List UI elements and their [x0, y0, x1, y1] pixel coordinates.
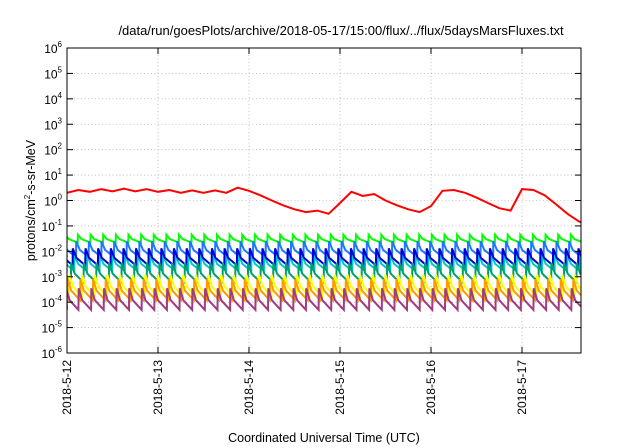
- series-line: [67, 278, 581, 303]
- series-line: [67, 288, 581, 313]
- y-tick-label: 10-1: [42, 218, 63, 234]
- x-axis-label: Coordinated Universal Time (UTC): [228, 431, 420, 445]
- y-tick-label: 101: [44, 167, 62, 183]
- y-tick-labels: 10-610-510-410-310-210-11001011021031041…: [42, 40, 63, 361]
- series-line: [67, 240, 581, 260]
- y-tick-label-exp: -3: [55, 269, 63, 278]
- y-tick-label-base: 10: [42, 322, 56, 336]
- y-axis-label-exp: 2: [23, 194, 32, 199]
- y-tick-label: 10-5: [42, 320, 63, 336]
- series-line: [67, 254, 581, 273]
- x-tick-labels: 2018-5-12 2018-5-13 2018-5-14 2018-5-15 2018…: [60, 360, 529, 415]
- y-tick-label: 104: [44, 91, 62, 107]
- y-tick-label: 10-3: [42, 269, 63, 285]
- series-line: [67, 186, 581, 224]
- y-tick-label-base: 10: [42, 271, 56, 285]
- y-tick-label-exp: 4: [58, 91, 63, 100]
- y-tick-label: 105: [44, 65, 62, 81]
- series-line: [67, 248, 581, 268]
- y-tick-label-base: 10: [42, 347, 56, 361]
- y-tick-label-base: 10: [42, 296, 56, 310]
- y-tick-label-exp: 3: [58, 116, 63, 125]
- y-tick-label: 106: [44, 40, 62, 56]
- y-tick-label-exp: 0: [58, 193, 63, 202]
- y-tick-label-base: 10: [44, 67, 58, 81]
- y-tick-label: 100: [44, 193, 62, 209]
- y-tick-label: 103: [44, 116, 62, 132]
- y-axis-label: protons/cm2-s-sr-MeV: [23, 139, 38, 261]
- y-tick-label-exp: -1: [55, 218, 63, 227]
- series-layer: [67, 186, 581, 313]
- y-tick-label: 10-4: [42, 294, 63, 310]
- y-tick-label-exp: -4: [55, 294, 63, 303]
- grid-lines: [67, 48, 581, 353]
- y-axis-label-tail: -s-sr-MeV: [24, 139, 38, 195]
- y-tick-label-base: 10: [44, 118, 58, 132]
- axis-ticks: [66, 47, 581, 354]
- y-tick-label-exp: -2: [55, 243, 63, 252]
- y-tick-label: 10-2: [42, 243, 63, 259]
- x-tick-label: 2018-5-14: [242, 360, 256, 415]
- y-tick-label-exp: 6: [58, 40, 63, 49]
- y-tick-label-base: 10: [42, 220, 56, 234]
- y-tick-label-base: 10: [42, 245, 56, 259]
- y-tick-label-base: 10: [44, 144, 58, 158]
- y-axis-label-main: protons/cm: [24, 199, 38, 261]
- y-tick-label-base: 10: [44, 169, 58, 183]
- y-tick-label-exp: 5: [58, 65, 63, 74]
- x-tick-label: 2018-5-12: [60, 360, 74, 415]
- y-tick-label: 10-6: [42, 345, 63, 361]
- x-tick-label: 2018-5-17: [515, 360, 529, 415]
- y-tick-label-exp: -5: [55, 320, 63, 329]
- series-line: [67, 231, 581, 245]
- y-tick-label-base: 10: [44, 195, 58, 209]
- y-tick-label-base: 10: [44, 42, 58, 56]
- x-tick-label: 2018-5-13: [151, 360, 165, 415]
- y-tick-label-exp: 1: [58, 167, 63, 176]
- y-tick-label-base: 10: [44, 93, 58, 107]
- x-tick-label: 2018-5-16: [424, 360, 438, 415]
- y-tick-label-exp: 2: [58, 142, 63, 151]
- y-tick-label-exp: -6: [55, 345, 63, 354]
- chart-title: /data/run/goesPlots/archive/2018-05-17/1…: [118, 23, 564, 38]
- x-tick-label: 2018-5-15: [333, 360, 347, 415]
- y-tick-label: 102: [44, 142, 62, 158]
